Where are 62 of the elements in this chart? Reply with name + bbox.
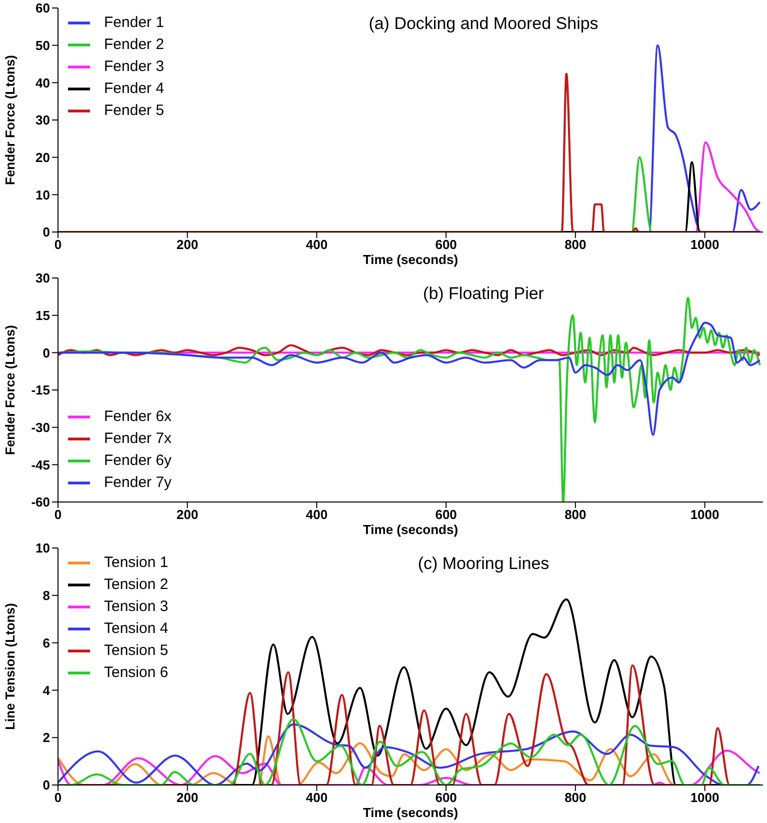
legend-label: Fender 1 xyxy=(104,14,164,31)
legend-label: Tension 5 xyxy=(104,642,168,659)
y-tick-label: -15 xyxy=(31,382,50,398)
x-axis-title: Time (seconds) xyxy=(362,805,458,820)
x-tick-label: 0 xyxy=(54,237,62,252)
x-tick-label: 800 xyxy=(564,790,586,806)
legend-label: Tension 6 xyxy=(104,664,168,681)
y-axis-title: Fender Force (Ltons) xyxy=(2,54,18,186)
legend-label: Fender 7y xyxy=(104,474,172,491)
x-tick-label: 400 xyxy=(306,507,328,522)
y-axis-title: Fender Force (Ltons) xyxy=(2,324,18,456)
x-tick-label: 0 xyxy=(54,790,62,806)
y-tick-label: 2 xyxy=(42,730,50,746)
y-tick-label: 30 xyxy=(36,270,50,286)
legend-label: Tension 1 xyxy=(104,554,168,571)
legend-label: Fender 5 xyxy=(104,102,164,119)
legend-label: Fender 6y xyxy=(104,452,172,469)
y-tick-label: 0 xyxy=(42,224,50,240)
y-tick-label: 15 xyxy=(36,308,50,323)
y-tick-label: 10 xyxy=(36,540,50,556)
x-tick-label: 1000 xyxy=(690,507,720,522)
legend-label: Fender 2 xyxy=(104,36,164,53)
legend-label: Fender 6x xyxy=(104,408,172,425)
x-tick-label: 400 xyxy=(306,790,328,806)
x-tick-label: 200 xyxy=(176,507,198,522)
y-tick-label: 50 xyxy=(36,38,50,53)
y-tick-label: 20 xyxy=(36,150,50,165)
legend-label: Tension 3 xyxy=(104,598,168,615)
x-tick-label: 600 xyxy=(435,790,457,806)
chart-title: (b) Floating Pier xyxy=(422,284,545,304)
x-tick-label: 600 xyxy=(435,237,457,252)
y-tick-label: 10 xyxy=(36,187,50,202)
x-tick-label: 1000 xyxy=(690,790,720,806)
y-tick-label: 0 xyxy=(42,345,50,360)
x-tick-label: 1000 xyxy=(690,237,720,252)
y-tick-label: -45 xyxy=(31,457,50,472)
y-tick-label: 30 xyxy=(36,112,50,128)
legend-label: Tension 2 xyxy=(104,576,168,593)
y-axis-title: Line Tension (Ltons) xyxy=(2,603,18,730)
x-tick-label: 800 xyxy=(564,237,586,252)
legend-label: Fender 3 xyxy=(104,58,164,75)
chart-title: (a) Docking and Moored Ships xyxy=(368,14,600,34)
x-tick-label: 0 xyxy=(54,507,62,522)
legend-label: Tension 4 xyxy=(104,620,168,637)
y-tick-label: 0 xyxy=(42,778,50,793)
x-tick-label: 800 xyxy=(564,507,586,522)
x-axis-title: Time (seconds) xyxy=(362,522,458,537)
y-tick-label: -30 xyxy=(31,420,50,435)
y-tick-label: -60 xyxy=(31,494,50,510)
y-tick-label: 40 xyxy=(36,75,50,90)
x-tick-label: 600 xyxy=(435,507,457,522)
x-tick-label: 400 xyxy=(306,237,328,252)
x-tick-label: 200 xyxy=(176,237,198,252)
y-tick-label: 60 xyxy=(36,0,50,16)
x-axis-title: Time (seconds) xyxy=(362,252,458,267)
chart-title: (c) Mooring Lines xyxy=(416,554,550,574)
y-tick-label: 4 xyxy=(42,682,51,698)
legend-label: Fender 7x xyxy=(104,430,172,447)
x-tick-label: 200 xyxy=(176,790,198,806)
y-tick-label: 8 xyxy=(42,588,50,604)
legend-label: Fender 4 xyxy=(104,80,164,97)
y-tick-label: 6 xyxy=(42,635,50,650)
